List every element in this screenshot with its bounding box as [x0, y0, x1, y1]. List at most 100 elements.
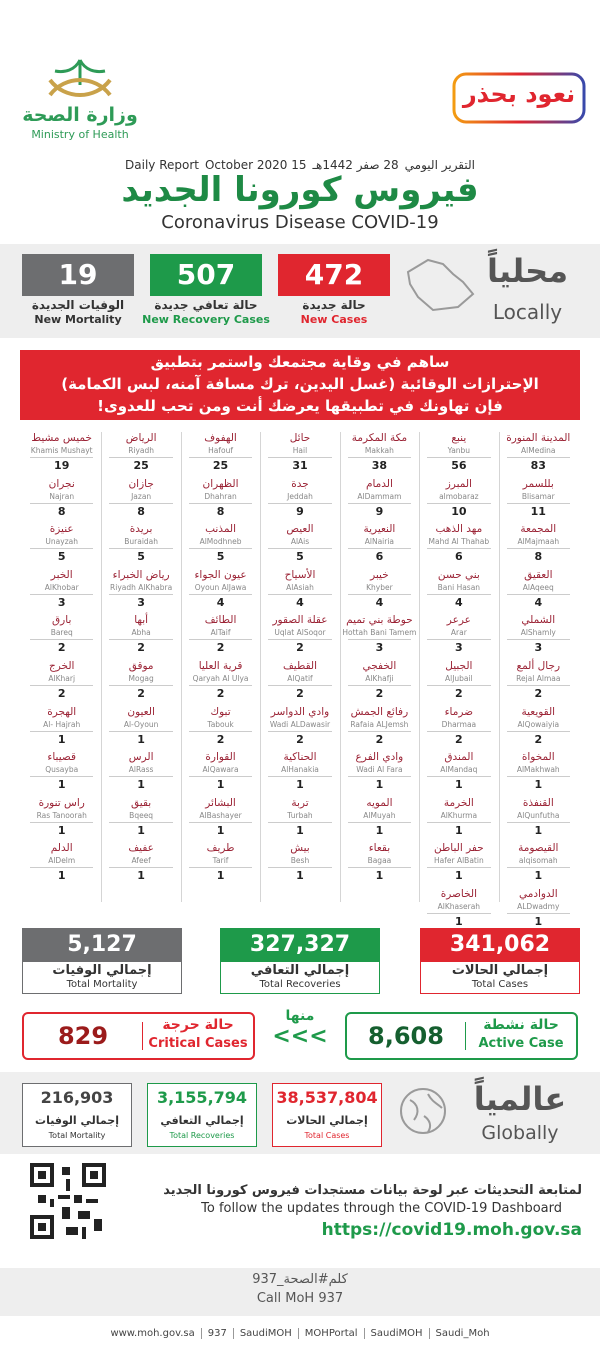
city-count: 2 [375, 687, 384, 700]
city-count: 5 [296, 550, 304, 564]
city-divider [188, 548, 253, 550]
column-divider [498, 432, 500, 902]
city-name-ar: بني حسن [437, 568, 480, 581]
city-name-ar: رجال ألمع [516, 660, 561, 672]
active-value: 8,608 [368, 1022, 444, 1050]
city-divider [109, 548, 173, 550]
city-name-en: Qusayba [45, 765, 79, 775]
city-divider [188, 776, 253, 778]
total-box: إجمالي التعافي Total Recoveries [220, 962, 380, 994]
city-name-ar: المدينة المنورة [506, 432, 571, 444]
city-divider [506, 457, 570, 458]
city-divider [268, 593, 332, 595]
city-name-ar: الخفجي [362, 660, 397, 672]
critical-box: 829 حالة حرجة Critical Cases [22, 1012, 255, 1060]
call-panel [0, 1268, 600, 1316]
city-count: 1 [455, 915, 463, 928]
city-name-ar: عرعر [446, 614, 471, 627]
city-name-ar: الدلم [50, 842, 73, 855]
city-divider [268, 730, 332, 732]
city-name-ar: ينبع [451, 432, 467, 444]
city-count: 1 [216, 869, 225, 883]
critical-divider [142, 1022, 143, 1050]
city-divider [347, 457, 412, 458]
city-divider [109, 685, 173, 686]
dashboard-line-ar: لمتابعة التحديثات عبر لوحة بيانات مستجدا… [163, 1183, 582, 1198]
total-label-en: Total Recoveries [259, 979, 341, 990]
city-count: 1 [534, 915, 543, 928]
city-name-ar: قصيباء [47, 751, 77, 764]
city-count: 3 [375, 641, 384, 655]
stat-label-ar: الوفيات الجديدة [31, 298, 125, 312]
city-count: 8 [534, 550, 543, 564]
city-name-ar: الرياض [125, 432, 157, 444]
city-count: 1 [57, 732, 66, 746]
city-count: 8 [57, 504, 66, 518]
stat-label-en: New Recovery Cases [142, 313, 270, 326]
global-label-ar: عالمياً [473, 1080, 567, 1118]
city-count: 4 [534, 595, 543, 609]
total-box: إجمالي الحالات Total Cases [420, 962, 580, 994]
global-label-ar: إجمالي الوفيات [35, 1114, 119, 1127]
city-name-en: Arar [450, 628, 467, 638]
city-count: 1 [296, 823, 304, 837]
city-name-ar: بللسمر [522, 477, 554, 490]
city-divider [30, 457, 94, 458]
city-name-en: Afeef [131, 856, 151, 866]
city-name-ar: القويعية [521, 705, 556, 718]
report-date-hijri: 28 صفر 1442هـ [312, 158, 399, 172]
city-divider [268, 776, 332, 778]
city-count: 2 [216, 732, 225, 746]
city-count: 1 [455, 778, 463, 792]
city-count: 1 [534, 823, 543, 837]
city-name-ar: القنفذة [522, 796, 554, 809]
city-divider [188, 502, 253, 504]
city-count: 9 [296, 504, 304, 518]
city-name-en: AlMakhwah [516, 765, 560, 775]
city-divider [188, 730, 253, 732]
city-name-ar: خميس مشيط [31, 432, 92, 444]
awareness-banner: ساهم في وقاية مجتمعك واستمر بتطبيق الإحتر… [20, 350, 580, 420]
report-line: التقرير اليومي 28 صفر 1442هـ 15 October 20… [0, 158, 600, 172]
city-name-ar: مهد الذهب [435, 523, 483, 536]
global-label-ar: إجمالي الحالات [286, 1114, 368, 1127]
city-name-ar: الرس [128, 751, 154, 764]
city-count: 2 [216, 641, 225, 655]
city-name-ar: المندق [444, 751, 474, 764]
city-name-en: AlDelm [48, 856, 76, 866]
global-label-ar: إجمالي التعافي [160, 1114, 244, 1127]
city-count: 2 [137, 641, 145, 655]
city-count: 4 [455, 595, 463, 609]
city-name-ar: مكة المكرمة [351, 432, 408, 444]
city-count: 2 [455, 687, 463, 700]
city-count: 5 [216, 550, 225, 564]
city-divider [268, 821, 332, 823]
city-name-ar: الخرج [48, 660, 75, 672]
city-divider [347, 730, 412, 732]
city-name-ar: الأسياح [284, 568, 316, 581]
city-name-en: Uqlat AlSoqor [274, 628, 326, 638]
city-name-ar: عيون الجواء [194, 568, 247, 581]
city-divider [427, 457, 491, 458]
city-name-ar: بقيق [131, 796, 152, 809]
global-value: 38,537,804 [276, 1088, 378, 1107]
city-count: 1 [296, 869, 304, 883]
city-name-en: AlKhaserah [437, 902, 481, 911]
active-divider [465, 1022, 466, 1050]
active-label-en: Active Case [478, 1036, 564, 1051]
city-name-ar: راس تنورة [38, 796, 85, 809]
city-divider [30, 867, 94, 869]
city-count: 25 [212, 459, 229, 472]
city-name-ar: جازان [128, 477, 154, 490]
city-divider [30, 639, 94, 641]
city-count: 2 [296, 687, 304, 700]
city-name-en: AlMuyah [363, 810, 396, 820]
city-count: 2 [57, 687, 66, 700]
city-divider [268, 502, 332, 504]
city-divider [506, 639, 570, 641]
city-divider [109, 730, 173, 732]
city-name-ar: القطيف [282, 660, 318, 672]
city-divider [30, 502, 94, 504]
city-name-ar: القيصومة [518, 842, 559, 855]
city-name-en: Rejal Almaa [516, 674, 561, 683]
